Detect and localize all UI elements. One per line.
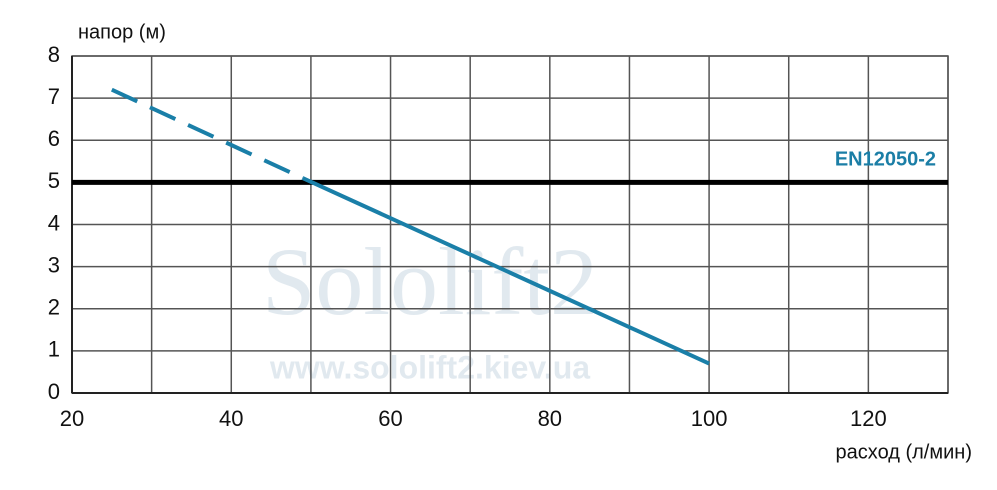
line-series: [110, 87, 304, 180]
reference-label: EN12050-2: [835, 149, 936, 171]
y-axis-label: напор (м): [78, 21, 166, 43]
watermark: Sololift2: [262, 228, 598, 335]
x-tick-label: 60: [378, 406, 402, 431]
x-tick-label: 40: [219, 406, 243, 431]
x-tick-label: 120: [850, 406, 887, 431]
x-axis-label: расход (л/мин): [836, 441, 972, 463]
y-tick-label: 7: [48, 84, 60, 109]
x-tick-label: 20: [60, 406, 84, 431]
y-tick-label: 3: [48, 252, 60, 277]
y-tick-label: 4: [48, 210, 60, 235]
x-tick-label: 80: [538, 406, 562, 431]
y-tick-label: 5: [48, 168, 60, 193]
x-tick-label: 100: [691, 406, 728, 431]
y-tick-label: 1: [48, 337, 60, 362]
y-tick-label: 8: [48, 42, 60, 67]
y-tick-label: 2: [48, 295, 60, 320]
watermark: www.sololift2.kiev.ua: [269, 349, 590, 385]
y-tick-label: 6: [48, 126, 60, 151]
y-tick-label: 0: [48, 379, 60, 404]
line-series: [302, 176, 710, 366]
